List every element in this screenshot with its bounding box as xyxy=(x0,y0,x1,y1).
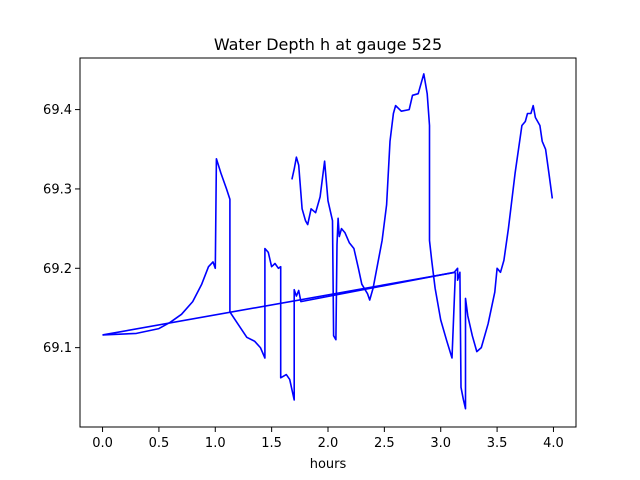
y-tick-label: 69.3 xyxy=(43,182,72,197)
x-tick-label: 0.5 xyxy=(149,436,170,451)
series-line-1 xyxy=(291,73,457,359)
x-axis: 0.0 0.5 1.0 1.5 2.0 2.5 3.0 3.5 4.0 xyxy=(92,427,564,451)
x-axis-label: hours xyxy=(310,457,347,472)
x-tick-label: 2.0 xyxy=(318,436,339,451)
y-tick-label: 69.2 xyxy=(43,262,72,277)
x-tick-label: 3.0 xyxy=(430,436,451,451)
y-axis: 69.1 69.2 69.3 69.4 xyxy=(43,103,80,356)
plot-lines xyxy=(102,73,554,410)
plot-frame xyxy=(79,57,577,428)
x-tick-label: 0.0 xyxy=(92,436,113,451)
x-tick-label: 1.0 xyxy=(205,436,226,451)
chart-title: Water Depth h at gauge 525 xyxy=(214,35,442,54)
y-tick-label: 69.4 xyxy=(43,103,72,118)
series-line-0 xyxy=(102,104,554,410)
y-tick-label: 69.1 xyxy=(43,341,72,356)
series-line-2 xyxy=(102,271,456,336)
x-tick-label: 1.5 xyxy=(261,436,282,451)
x-tick-label: 4.0 xyxy=(543,436,564,451)
x-tick-label: 3.5 xyxy=(487,436,508,451)
x-tick-label: 2.5 xyxy=(374,436,395,451)
